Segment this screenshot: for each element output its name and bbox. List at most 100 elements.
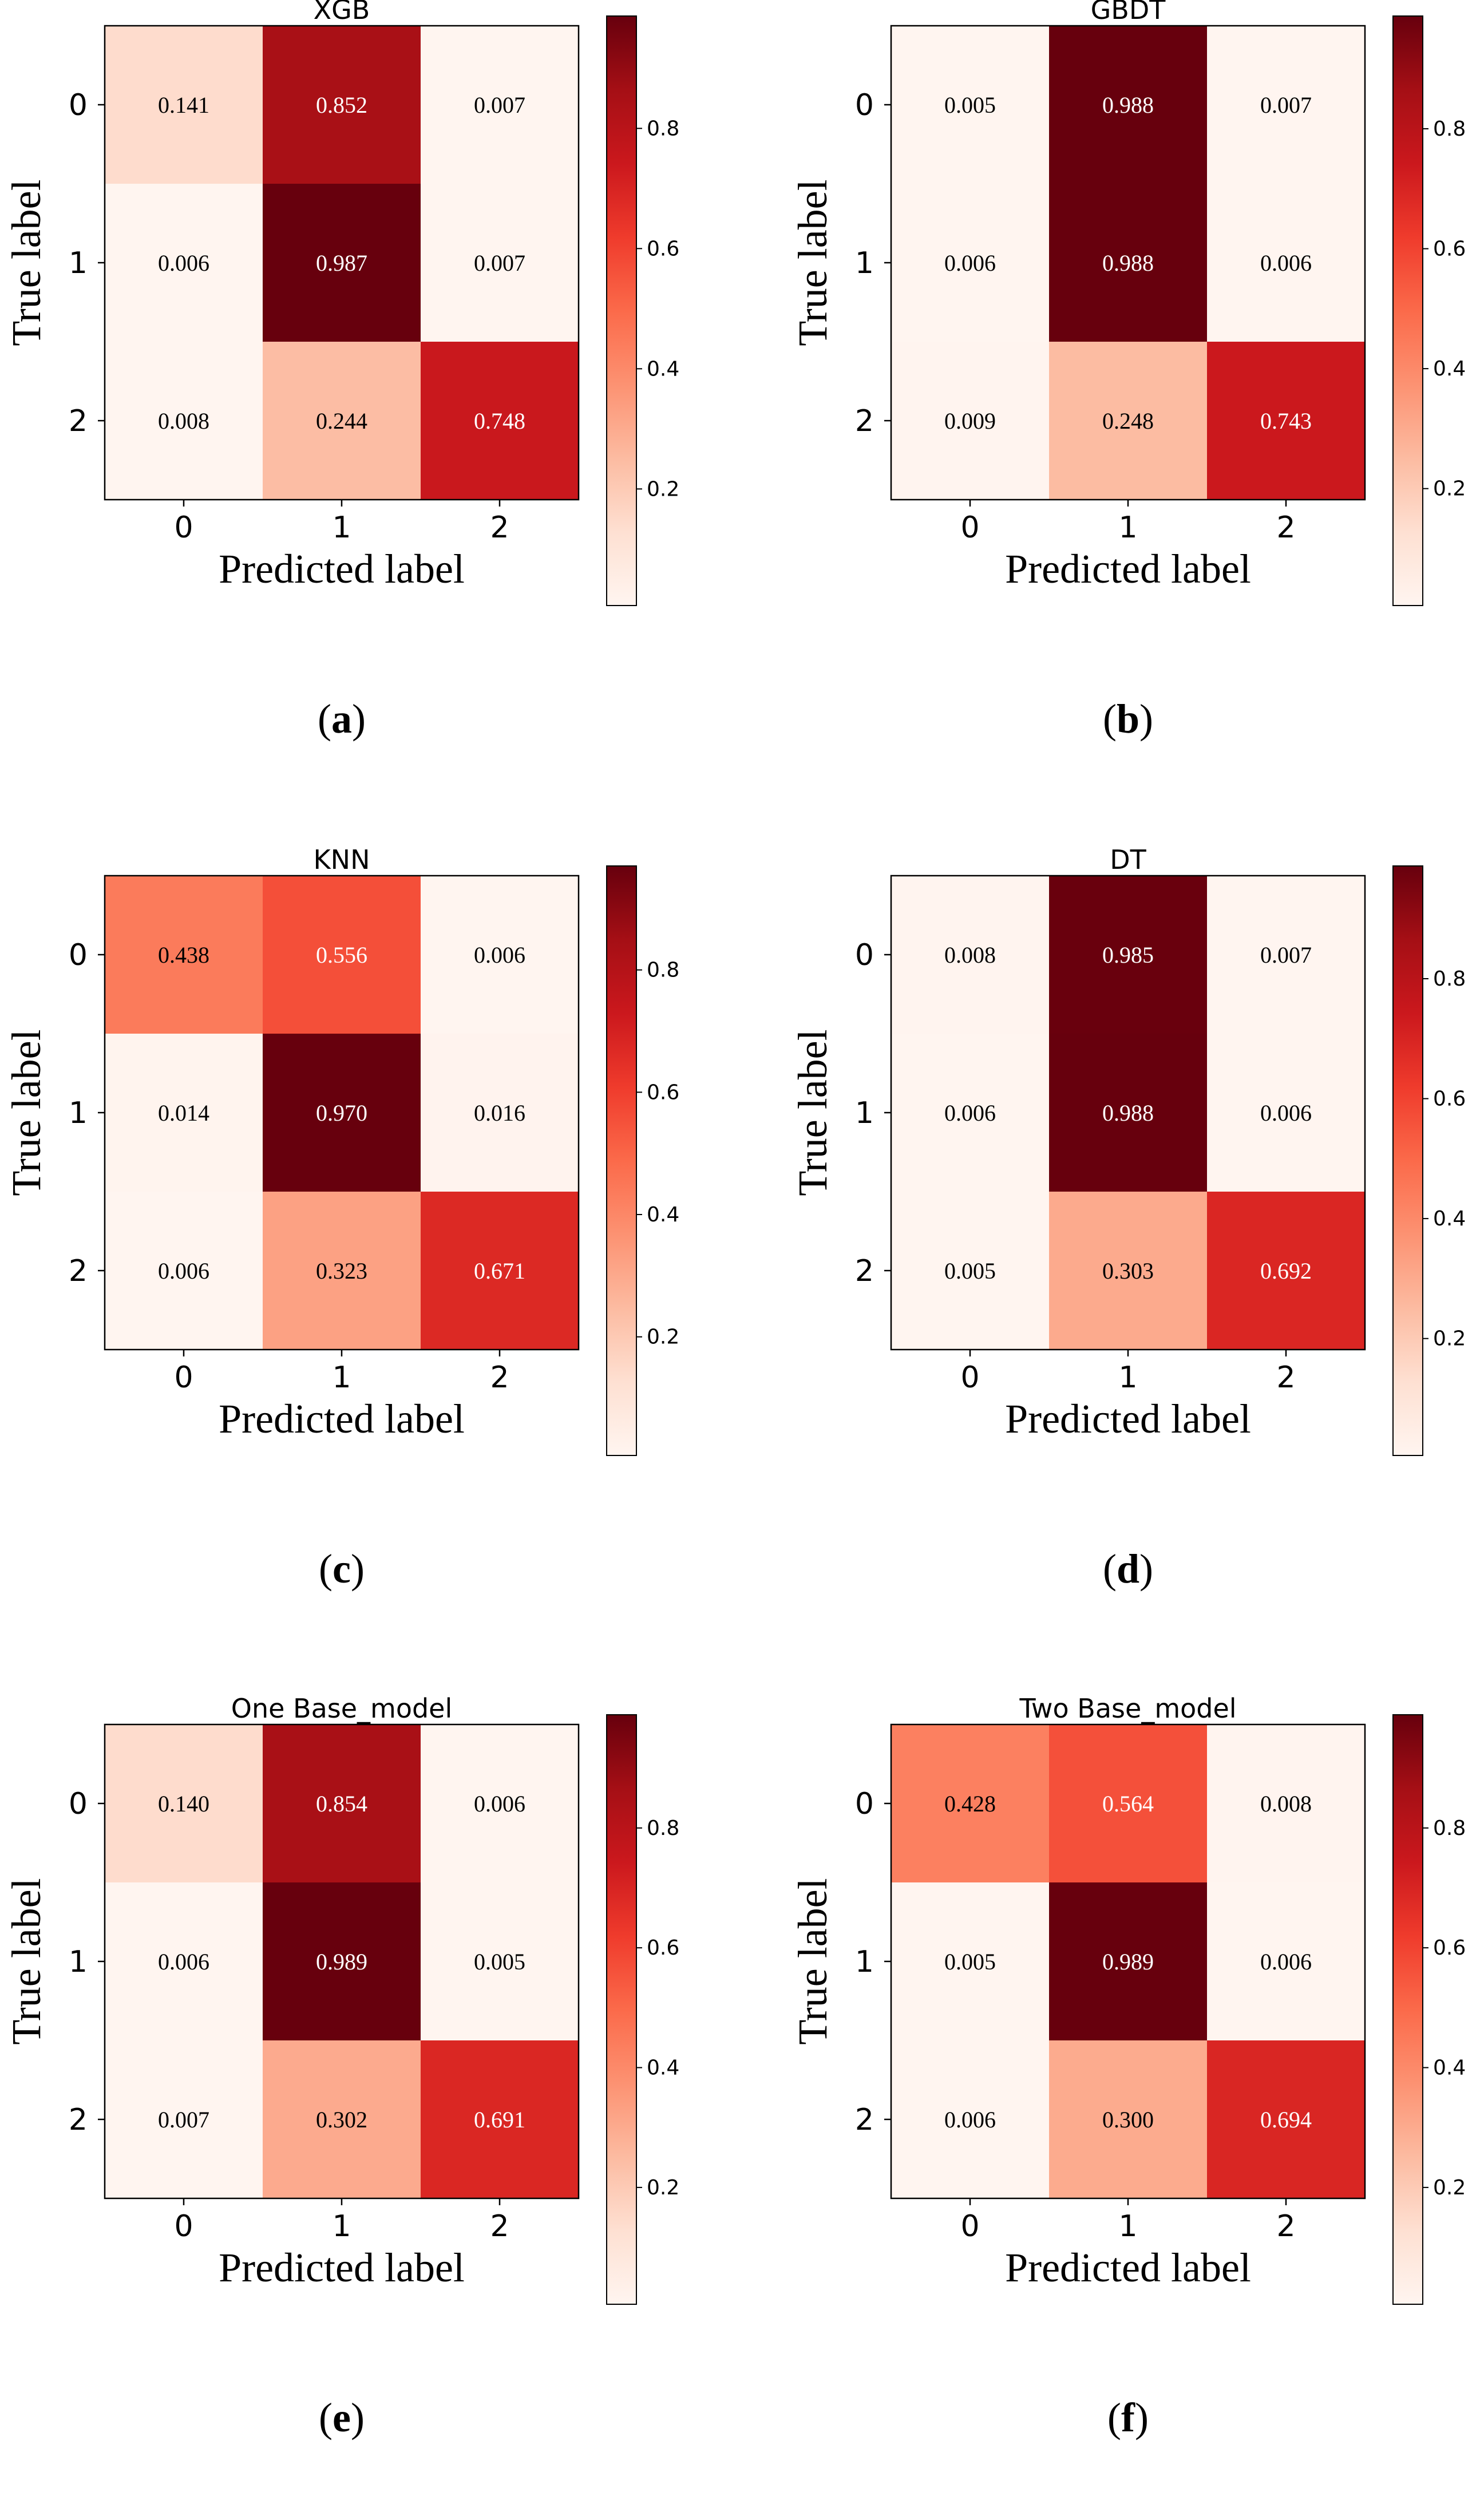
colorbar-tick-label: 0.4 (1433, 357, 1466, 381)
cell-value-label: 0.009 (944, 408, 996, 434)
cell-value-label: 0.006 (944, 2107, 996, 2133)
y-tick-label: 1 (855, 1945, 874, 1979)
heatmap-cell (1207, 184, 1365, 342)
y-tick-label: 1 (69, 246, 88, 280)
cell-value-label: 0.008 (158, 408, 209, 434)
colorbar-tick-label: 0.6 (1433, 238, 1466, 261)
x-axis-label: Predicted label (1005, 546, 1251, 592)
heatmap-svg: GBDT 0.005 0.988 0.007 0.006 0.988 0.006 0.009 0… (790, 0, 1466, 742)
cell-value-label: 0.438 (158, 942, 209, 968)
cell-value-label: 0.852 (316, 92, 367, 118)
chart-title: XGB (314, 0, 370, 25)
y-tick-label: 0 (855, 1787, 874, 1821)
colorbar (606, 865, 637, 1456)
y-axis-label: True label (3, 179, 49, 346)
chart-title: DT (1110, 844, 1146, 875)
heatmap-cell (891, 342, 1049, 500)
x-tick-label: 2 (1276, 2209, 1295, 2244)
panel-caption: (b) (1103, 696, 1153, 742)
y-tick-label: 2 (855, 1254, 874, 1288)
caption-letter: e (333, 2395, 351, 2440)
cell-value-label: 0.006 (1260, 250, 1312, 276)
cell-value-label: 0.005 (474, 1949, 525, 1975)
heatmap-cell (1207, 1882, 1365, 2040)
colorbar (1392, 15, 1423, 606)
heatmap-cell (263, 26, 421, 184)
heatmap-cell (1049, 342, 1207, 500)
x-tick-label: 1 (1118, 2209, 1137, 2244)
heatmap-svg: Two Base_model 0.428 0.564 0.008 0.005 0.989 0… (790, 1693, 1466, 2440)
colorbar-tick-label: 0.6 (1433, 1936, 1466, 1960)
caption-paren-close: ) (351, 2395, 365, 2440)
colorbar-tick-label: 0.8 (647, 117, 679, 140)
y-axis-label: True label (790, 1878, 836, 2044)
y-tick-label: 2 (69, 1254, 88, 1288)
caption-paren-open: ( (319, 1546, 333, 1592)
heatmap-cell (105, 184, 263, 342)
heatmap-cell (105, 1192, 263, 1350)
x-tick-label: 0 (174, 2209, 193, 2244)
heatmap-cell (421, 2040, 579, 2198)
x-tick-label: 2 (490, 2209, 509, 2244)
cell-value-label: 0.988 (1102, 92, 1154, 118)
heatmap-cell (891, 876, 1049, 1034)
colorbar-tick-label: 0.2 (647, 2176, 679, 2200)
heatmap-cell (263, 1192, 421, 1350)
caption-paren-open: ( (1107, 2395, 1121, 2440)
heatmap-cell (1207, 2040, 1365, 2198)
x-tick-label: 1 (332, 2209, 351, 2244)
y-tick-label: 0 (69, 1787, 88, 1821)
y-tick-label: 1 (69, 1945, 88, 1979)
cell-value-label: 0.005 (944, 1258, 996, 1284)
heatmap-cell (263, 1724, 421, 1882)
panel-caption: (a) (318, 696, 366, 742)
panel-f: Two Base_model 0.428 0.564 0.008 0.005 0.989 0… (786, 1693, 1484, 2500)
panel-e: One Base_model 0.140 0.854 0.006 0.006 0.989 0… (0, 1693, 727, 2500)
colorbar-tick-label: 0.2 (1433, 1327, 1466, 1351)
cell-value-label: 0.006 (1260, 1949, 1312, 1975)
heatmap-cell (421, 1034, 579, 1192)
heatmap-cell (1207, 1034, 1365, 1192)
cell-value-label: 0.007 (474, 250, 525, 276)
heatmap-cell (891, 1882, 1049, 2040)
caption-letter: b (1117, 696, 1139, 742)
colorbar-tick-label: 0.8 (1433, 967, 1466, 991)
cell-value-label: 0.302 (316, 2107, 367, 2133)
y-tick-label: 2 (69, 404, 88, 438)
caption-paren-close: ) (1139, 696, 1153, 742)
cell-value-label: 0.008 (1260, 1791, 1312, 1817)
cell-value-label: 0.988 (1102, 1100, 1154, 1126)
heatmap-cell (421, 876, 579, 1034)
x-tick-label: 2 (1276, 511, 1295, 545)
cell-value-label: 0.428 (944, 1791, 996, 1817)
x-tick-label: 1 (332, 1360, 351, 1395)
heatmap-cell (1207, 1192, 1365, 1350)
heatmap-cell (891, 2040, 1049, 2198)
caption-paren-close: ) (352, 696, 366, 742)
colorbar-tick-label: 0.6 (647, 237, 679, 260)
heatmap-cell (1049, 26, 1207, 184)
heatmap-cell (1049, 1724, 1207, 1882)
heatmap-cell (1049, 1882, 1207, 2040)
caption-paren-open: ( (1103, 696, 1117, 742)
heatmap-cell (1207, 26, 1365, 184)
heatmap-cell (421, 26, 579, 184)
x-tick-label: 0 (960, 511, 979, 545)
heatmap-cell (1049, 1192, 1207, 1350)
heatmap-cell (1207, 876, 1365, 1034)
cell-value-label: 0.691 (474, 2107, 525, 2133)
caption-paren-close: ) (351, 1546, 365, 1592)
heatmap-cell (105, 876, 263, 1034)
heatmap-svg: KNN 0.438 0.556 0.006 0.014 0.970 0.016 0.006 0.… (3, 844, 679, 1592)
heatmap-cell (105, 2040, 263, 2198)
x-tick-label: 0 (960, 1360, 979, 1395)
heatmap-cell (1207, 1724, 1365, 1882)
caption-letter: a (331, 696, 352, 742)
cell-value-label: 0.006 (474, 942, 525, 968)
cell-value-label: 0.141 (158, 92, 209, 118)
x-tick-label: 1 (1118, 1360, 1137, 1395)
cell-value-label: 0.248 (1102, 408, 1154, 434)
x-axis-label: Predicted label (1005, 1396, 1251, 1442)
cell-value-label: 0.743 (1260, 408, 1312, 434)
heatmap-cell (105, 1034, 263, 1192)
